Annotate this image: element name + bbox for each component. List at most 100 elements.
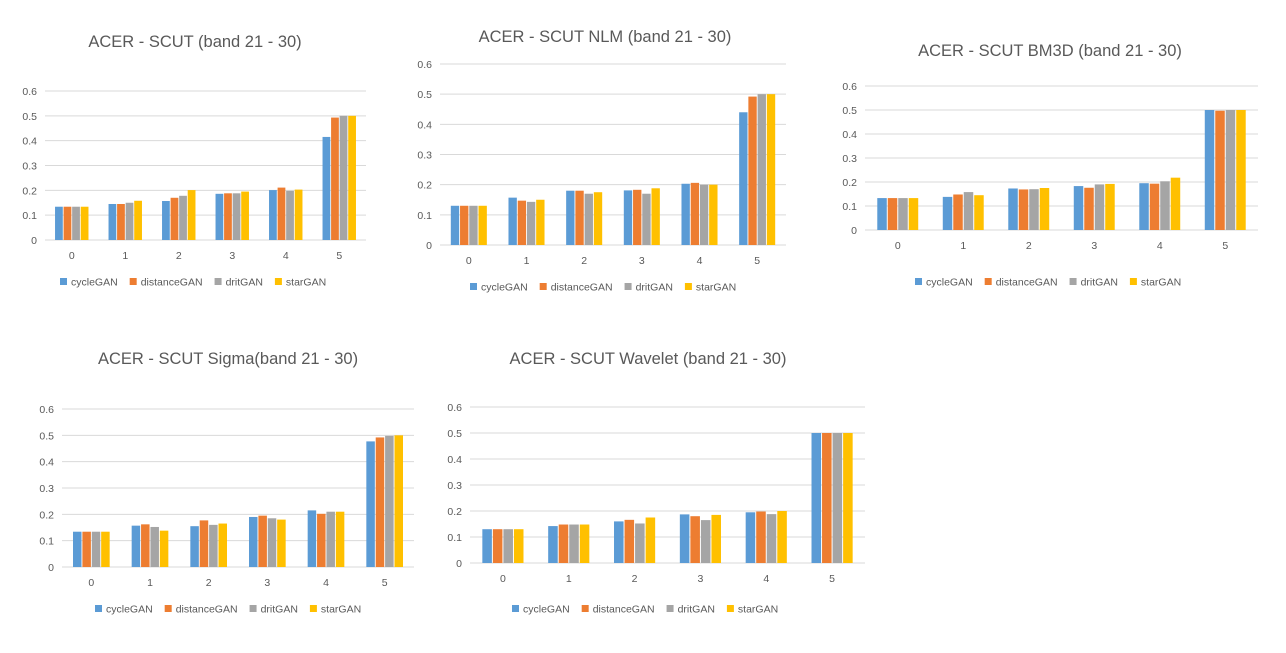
x-tick-label: 0 [895,240,901,252]
x-tick-label: 0 [69,250,75,262]
bar-dritGAN-1 [963,192,974,230]
bar-cycleGAN-4 [307,510,317,567]
bar-cycleGAN-2 [566,190,575,245]
y-tick-label: 0.2 [22,185,37,197]
legend-label: cycleGAN [926,277,973,289]
bar-distanceGAN-4 [1149,183,1160,230]
bar-distanceGAN-0 [887,198,898,230]
bar-dritGAN-0 [91,531,101,567]
bar-starGAN-5 [766,94,776,245]
y-tick-label: 0.1 [842,201,857,213]
x-tick-label: 3 [1091,240,1097,252]
bar-distanceGAN-2 [1018,189,1029,230]
bar-cycleGAN-3 [679,514,690,563]
bar-starGAN-2 [1039,188,1050,230]
legend-swatch [624,283,632,290]
legend-label: starGAN [1141,277,1181,289]
bar-dritGAN-4 [699,184,709,245]
bar-cycleGAN-0 [55,206,63,240]
bar-dritGAN-1 [150,526,159,567]
x-tick-label: 4 [283,250,289,262]
y-tick-label: 0.1 [22,210,37,222]
bar-starGAN-0 [101,531,110,567]
bar-dritGAN-3 [642,193,651,245]
legend-swatch [95,605,102,612]
y-tick-label: 0.5 [417,89,432,101]
legend-swatch [164,605,172,612]
y-tick-label: 0.2 [39,509,54,521]
bar-starGAN-1 [579,524,590,563]
legend-label: cycleGAN [481,282,528,294]
x-tick-label: 0 [500,573,506,585]
y-tick-label: 0.3 [22,161,37,173]
bar-distanceGAN-2 [199,520,209,567]
legend-label: dritGAN [1081,277,1118,289]
y-tick-label: 0.4 [417,119,432,131]
bar-cycleGAN-4 [681,183,690,245]
bar-dritGAN-5 [385,435,394,567]
x-tick-label: 2 [632,573,638,585]
y-tick-label: 0.3 [447,480,462,492]
bar-distanceGAN-4 [277,187,286,240]
bar-dritGAN-3 [267,518,277,567]
bar-cycleGAN-5 [811,433,822,563]
bar-starGAN-0 [513,529,524,563]
legend-label: distanceGAN [551,282,613,294]
bar-dritGAN-1 [526,201,536,245]
x-tick-label: 2 [581,255,587,267]
chart-title: ACER - SCUT NLM (band 21 - 30) [479,28,732,46]
chart-title: ACER - SCUT Wavelet (band 21 - 30) [510,350,787,368]
x-tick-label: 4 [1157,240,1163,252]
bar-dritGAN-1 [569,524,579,563]
legend-swatch [539,283,547,290]
bar-starGAN-5 [394,435,403,567]
bar-cycleGAN-1 [942,196,953,230]
chart-title: ACER - SCUT Sigma(band 21 - 30) [98,350,358,368]
chart-svg: ACER - SCUT (band 21 - 30) 0 0.1 0.2 0.3 0.4 0… [22,33,366,289]
bar-starGAN-3 [277,519,286,567]
bar-cycleGAN-1 [548,526,558,563]
y-tick-label: 0 [48,562,54,574]
bar-dritGAN-2 [584,193,593,245]
bar-starGAN-5 [843,433,853,563]
y-tick-label: 0.6 [842,81,857,93]
chart-svg: ACER - SCUT BM3D (band 21 - 30) 0 0.1 0.2 0.… [842,42,1258,289]
legend-label: cycleGAN [71,277,118,289]
legend-swatch [915,278,922,285]
bar-starGAN-4 [709,184,718,245]
y-tick-label: 0.4 [842,129,857,141]
legend-label: dritGAN [261,604,298,616]
bar-dritGAN-1 [125,202,134,240]
x-tick-label: 5 [754,255,760,267]
legend-label: dritGAN [678,604,715,616]
x-tick-label: 1 [524,255,530,267]
y-tick-label: 0 [426,240,432,252]
bar-starGAN-2 [593,192,603,245]
y-tick-label: 0.5 [842,105,857,117]
legend-label: distanceGAN [176,604,238,616]
y-tick-label: 0 [456,558,462,570]
bar-cycleGAN-3 [249,516,258,567]
bar-cycleGAN-0 [73,531,82,567]
bar-starGAN-3 [711,514,721,563]
legend-swatch [274,278,282,285]
bar-distanceGAN-3 [690,516,700,563]
x-tick-label: 4 [323,577,329,589]
chart-acer-scut: ACER - SCUT (band 21 - 30) 0 0.1 0.2 0.3 0.4 0… [0,0,400,320]
x-tick-label: 4 [763,573,769,585]
y-tick-label: 0.6 [22,86,37,98]
bar-distanceGAN-5 [375,437,385,567]
y-tick-label: 0.6 [417,59,432,71]
bar-starGAN-4 [1170,177,1181,230]
bar-distanceGAN-5 [1215,110,1225,230]
bar-starGAN-4 [777,511,787,563]
bar-dritGAN-4 [326,511,335,567]
x-tick-label: 3 [639,255,645,267]
bar-starGAN-3 [1105,183,1115,230]
legend-swatch [249,605,257,612]
bar-cycleGAN-2 [190,526,199,567]
bar-distanceGAN-3 [1084,187,1094,230]
bar-distanceGAN-3 [633,189,642,245]
y-tick-label: 0.6 [447,402,462,414]
x-tick-label: 3 [229,250,235,262]
